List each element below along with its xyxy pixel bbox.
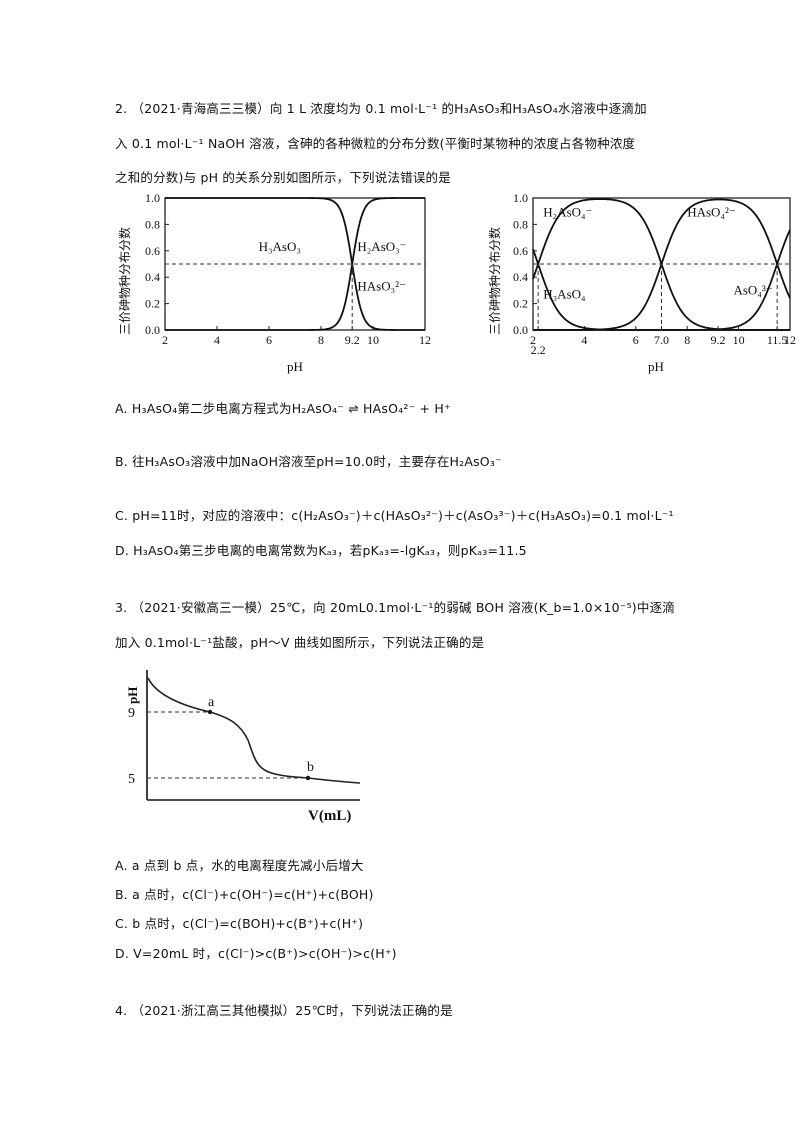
x-tick-label: 6	[633, 333, 639, 347]
q3-option-a: A. a 点到 b 点，水的电离程度先减小后增大	[115, 858, 364, 873]
label-aso4: AsO₄³⁻	[733, 282, 772, 297]
q4-stem-line1: 4. （2021·浙江高三其他模拟）25℃时，下列说法正确的是	[115, 1003, 453, 1018]
y-tick-label: 0.2	[145, 297, 160, 311]
curve-h2aso3	[165, 197, 425, 331]
x-tick-label: 4	[214, 333, 220, 347]
label-haso4: HAsO₄²⁻	[687, 204, 736, 219]
chart2-ylabel: 三价砷物种分布分数	[487, 227, 502, 335]
x-tick-label: 10	[733, 333, 745, 347]
q2-stem-line2: 入 0.1 mol·L⁻¹ NaOH 溶液，含砷的各种微粒的分布分数(平衡时某物…	[115, 136, 636, 151]
y-tick-label: 0.6	[145, 244, 160, 258]
q3-option-b: B. a 点时，c(Cl⁻)+c(OH⁻)=c(H⁺)+c(BOH)	[115, 887, 374, 902]
chart-h3aso4-distribution: 三价砷物种分布分数 0.0 0.2 0.4 0.6 0.8 1.0 22.2 4 6 7.0 8 9.…	[487, 191, 796, 374]
point-b	[305, 775, 311, 781]
y-tick-label-9: 9	[128, 706, 135, 721]
y-tick-label: 0.0	[513, 323, 528, 337]
label-h2aso4: H₂AsO₄⁻	[543, 204, 592, 219]
label-h3aso3: H₃AsO₃	[259, 239, 301, 254]
y-tick-label: 0.4	[145, 270, 160, 284]
q3-option-d: D. V=20mL 时，c(Cl⁻)>c(B⁺)>c(OH⁻)>c(H⁺)	[115, 946, 397, 961]
y-tick-label: 0.2	[513, 297, 528, 311]
chart3-ylabel: pH	[125, 687, 140, 704]
curve-h3aso3	[165, 197, 425, 331]
x-tick-label: 2.2	[531, 343, 546, 357]
chart3-xlabel: V(mL)	[308, 808, 351, 824]
chart1-xlabel: pH	[287, 359, 303, 374]
q3-option-c: C. b 点时，c(Cl⁻)=c(BOH)+c(B⁺)+c(H⁺)	[115, 916, 364, 931]
y-tick-label-5: 5	[128, 772, 135, 787]
point-a-label: a	[208, 695, 215, 710]
chart1-ylabel: 三价砷物种分布分数	[117, 227, 132, 335]
x-tick-label: 7.0	[654, 333, 669, 347]
chart-h3aso3-distribution: 三价砷物种分布分数 0.0 0.2 0.4 0.6 0.8 1.0 2 4 6 8 9.2 10 12 H…	[117, 191, 431, 374]
q2-option-a: A. H₃AsO₄第二步电离方程式为H₂AsO₄⁻ ⇌ HAsO₄²⁻ + H⁺	[115, 401, 451, 416]
x-tick-label: 9.2	[711, 333, 726, 347]
x-tick-label: 2	[530, 333, 536, 347]
point-a	[207, 709, 213, 715]
x-tick-label: 8	[318, 333, 324, 347]
titration-curve	[147, 677, 361, 784]
x-tick-label: 12	[419, 333, 431, 347]
q2-option-d: D. H₃AsO₄第三步电离的电离常数为Kₐ₃，若pKₐ₃=-lgKₐ₃，则pK…	[115, 543, 527, 558]
label-h2aso3: H₂AsO₃⁻	[357, 239, 406, 254]
y-tick-label: 1.0	[145, 191, 160, 205]
q2-option-c: C. pH=11时，对应的溶液中：c(H₂AsO₃⁻)＋c(HAsO₃²⁻)＋c…	[115, 508, 674, 523]
x-tick-label: 2	[162, 333, 168, 347]
y-tick-label: 0.8	[513, 217, 528, 231]
label-h3aso4: H₃AsO₄	[543, 286, 586, 301]
q2-stem-line1: 2. （2021·青海高三三模）向 1 L 浓度均为 0.1 mol·L⁻¹ 的…	[115, 101, 647, 116]
x-tick-label: 11.5	[767, 333, 788, 347]
y-tick-label: 0.8	[145, 217, 160, 231]
x-tick-label: 9.2	[345, 333, 360, 347]
y-tick-label: 0.6	[513, 244, 528, 258]
q2-option-b: B. 往H₃AsO₃溶液中加NaOH溶液至pH=10.0时，主要存在H₂AsO₃…	[115, 454, 502, 469]
q3-stem-line2: 加入 0.1mol·L⁻¹盐酸，pH～V 曲线如图所示，下列说法正确的是	[115, 635, 485, 650]
y-tick-label: 0.4	[513, 270, 528, 284]
q3-stem-line1: 3. （2021·安徽高三一模）25℃，向 20mL0.1mol·L⁻¹的弱碱 …	[115, 600, 675, 615]
x-tick-label: 8	[684, 333, 690, 347]
q2-stem-line3: 之和的分数)与 pH 的关系分别如图所示，下列说法错误的是	[115, 170, 451, 185]
x-tick-label: 6	[266, 333, 272, 347]
x-tick-label: 10	[367, 333, 379, 347]
chart-titration-curve: pH 9 5 a b V(mL)	[125, 670, 361, 824]
label-haso3: HAsO₃²⁻	[357, 278, 406, 293]
x-tick-label: 4	[581, 333, 587, 347]
chart2-xlabel: pH	[648, 359, 664, 374]
point-b-label: b	[307, 760, 314, 775]
y-tick-label: 0.0	[145, 323, 160, 337]
y-tick-label: 1.0	[513, 191, 528, 205]
x-tick-label: 12	[784, 333, 796, 347]
